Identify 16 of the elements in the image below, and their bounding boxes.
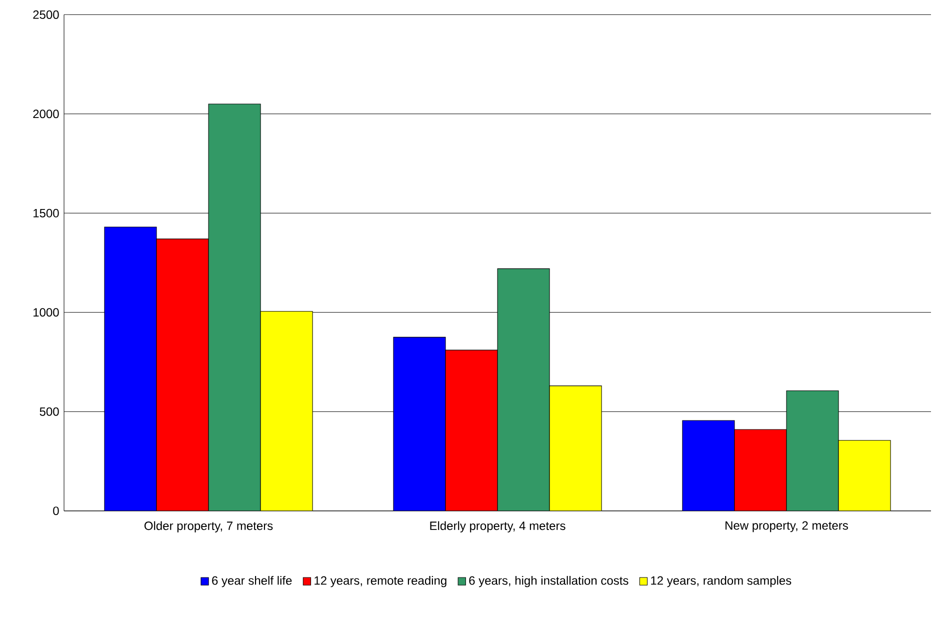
bar: [682, 420, 735, 511]
y-tick-label: 2000: [33, 110, 59, 118]
x-tick-label: New property, 2 meters: [726, 521, 848, 532]
legend-label: 6 year shelf life: [212, 576, 292, 588]
x-tick-label: Elderly property, 4 meters: [430, 521, 566, 532]
y-tick-label: 1500: [34, 208, 59, 218]
bar: [104, 226, 157, 511]
legend-label: 12 years, remote reading: [314, 576, 446, 588]
y-tick-label: 2500: [33, 10, 59, 19]
legend-label: 6 years, high installation costs: [469, 576, 628, 588]
legend-label: 12 years, random samples: [651, 576, 792, 588]
y-tick-label: 1000: [34, 308, 59, 317]
y-tick-label: 0: [53, 506, 59, 516]
y-tick-label: 500: [40, 407, 59, 416]
bar: [393, 336, 446, 511]
x-tick-label: Older property, 7 meters: [144, 521, 273, 532]
